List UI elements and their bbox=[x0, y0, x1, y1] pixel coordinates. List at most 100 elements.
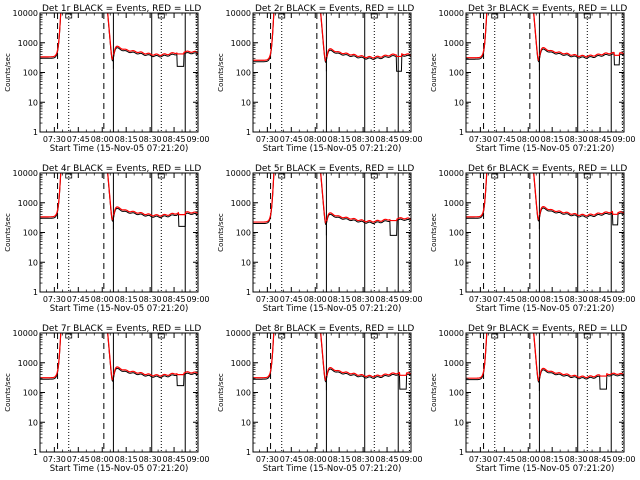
x-tick-label: 07:30 bbox=[469, 135, 492, 144]
x-tick-label: 08:30 bbox=[139, 295, 162, 304]
x-tick-label: 09:00 bbox=[186, 135, 209, 144]
x-tick-label: 07:45 bbox=[67, 135, 90, 144]
x-tick-label: 08:45 bbox=[376, 455, 399, 464]
series-events bbox=[40, 333, 198, 387]
panel-det-3: Det 3r BLACK = Events, RED = LLD 1 10 100 10… bbox=[430, 4, 636, 154]
panel-title: Det 2r BLACK = Events, RED = LLD bbox=[255, 4, 414, 14]
panel-det-9: Det 9r BLACK = Events, RED = LLD 1 10 100 10… bbox=[430, 324, 636, 474]
x-axis-label: Start Time (15-Nov-05 07:21:20) bbox=[263, 304, 402, 314]
series-lld bbox=[466, 13, 624, 62]
top-marker bbox=[583, 13, 591, 19]
x-tick-label: 08:15 bbox=[115, 135, 138, 144]
top-marker bbox=[65, 13, 73, 19]
y-axis-label: Counts/sec bbox=[4, 373, 12, 412]
y-tick-label: 10 bbox=[241, 418, 251, 427]
x-tick-label: 08:30 bbox=[139, 135, 162, 144]
y-tick-label: 100 bbox=[236, 229, 251, 238]
y-tick-label: 10000 bbox=[13, 9, 38, 18]
series-events bbox=[253, 173, 411, 236]
y-tick-label: 1000 bbox=[444, 199, 464, 208]
x-tick-label: 08:00 bbox=[517, 455, 540, 464]
panel-title: Det 7r BLACK = Events, RED = LLD bbox=[42, 324, 201, 334]
y-tick-label: 10 bbox=[241, 98, 251, 107]
series-lld bbox=[40, 13, 198, 61]
x-tick-label: 07:30 bbox=[256, 455, 279, 464]
series-lld bbox=[40, 333, 198, 381]
x-tick-label: 08:30 bbox=[565, 295, 588, 304]
top-marker bbox=[278, 13, 286, 19]
x-tick-label: 09:00 bbox=[186, 295, 209, 304]
panel-det-5: Det 5r BLACK = Events, RED = LLD 1 10 100 10… bbox=[217, 164, 423, 314]
y-axis-label: Counts/sec bbox=[217, 213, 225, 252]
x-tick-label: 08:00 bbox=[304, 295, 327, 304]
y-tick-label: 1000 bbox=[444, 359, 464, 368]
y-tick-label: 10000 bbox=[226, 169, 251, 178]
plot-frame bbox=[39, 172, 199, 293]
top-marker bbox=[65, 173, 73, 179]
y-tick-label: 10000 bbox=[439, 169, 464, 178]
y-tick-label: 1000 bbox=[231, 359, 251, 368]
x-tick-label: 08:45 bbox=[163, 455, 186, 464]
y-tick-label: 1000 bbox=[18, 359, 38, 368]
y-tick-label: 1000 bbox=[231, 39, 251, 48]
top-marker bbox=[491, 13, 499, 19]
series-events bbox=[466, 13, 624, 66]
y-tick-label: 10 bbox=[454, 258, 464, 267]
top-marker bbox=[157, 173, 165, 179]
panel-det-4: Det 4r BLACK = Events, RED = LLD 1 10 100 10… bbox=[4, 164, 210, 314]
plot-frame bbox=[465, 332, 625, 453]
x-tick-label: 08:30 bbox=[352, 295, 375, 304]
series-lld bbox=[253, 333, 411, 382]
series-lld bbox=[466, 173, 624, 221]
plot-frame bbox=[39, 332, 199, 453]
panel-det-8: Det 8r BLACK = Events, RED = LLD 1 10 100 10… bbox=[217, 324, 423, 474]
y-tick-label: 1 bbox=[459, 288, 464, 297]
series-lld bbox=[253, 13, 411, 62]
y-axis-label: Counts/sec bbox=[430, 53, 438, 92]
x-tick-label: 08:30 bbox=[139, 455, 162, 464]
y-axis-label: Counts/sec bbox=[217, 373, 225, 412]
x-tick-label: 08:00 bbox=[91, 135, 114, 144]
y-tick-label: 10000 bbox=[439, 9, 464, 18]
y-axis-label: Counts/sec bbox=[430, 213, 438, 252]
panel-title: Det 3r BLACK = Events, RED = LLD bbox=[468, 4, 627, 14]
x-tick-label: 09:00 bbox=[399, 295, 422, 304]
y-tick-label: 100 bbox=[23, 389, 38, 398]
y-tick-label: 10000 bbox=[13, 169, 38, 178]
y-tick-label: 1 bbox=[33, 448, 38, 457]
y-tick-label: 100 bbox=[449, 229, 464, 238]
x-tick-label: 09:00 bbox=[612, 135, 635, 144]
x-tick-label: 08:45 bbox=[376, 295, 399, 304]
y-tick-label: 100 bbox=[449, 389, 464, 398]
series-events bbox=[466, 173, 624, 226]
x-tick-label: 08:00 bbox=[304, 135, 327, 144]
y-tick-label: 1 bbox=[459, 448, 464, 457]
x-tick-label: 07:30 bbox=[43, 295, 66, 304]
y-tick-label: 100 bbox=[236, 69, 251, 78]
series-lld bbox=[40, 173, 198, 221]
top-marker bbox=[65, 333, 73, 339]
y-axis-label: Counts/sec bbox=[4, 53, 12, 92]
y-axis-label: Counts/sec bbox=[217, 53, 225, 92]
y-tick-label: 1 bbox=[246, 288, 251, 297]
x-tick-label: 07:30 bbox=[469, 455, 492, 464]
top-marker bbox=[278, 173, 286, 179]
x-tick-label: 08:15 bbox=[541, 455, 564, 464]
top-marker bbox=[157, 333, 165, 339]
top-marker bbox=[157, 13, 165, 19]
panel-det-1: Det 1r BLACK = Events, RED = LLD 1 10 100 10… bbox=[4, 4, 210, 154]
y-tick-label: 10 bbox=[454, 418, 464, 427]
x-tick-label: 08:00 bbox=[304, 455, 327, 464]
y-tick-label: 100 bbox=[23, 229, 38, 238]
x-tick-label: 08:00 bbox=[517, 135, 540, 144]
panel-det-2: Det 2r BLACK = Events, RED = LLD 1 10 100 10… bbox=[217, 4, 423, 154]
x-tick-label: 08:45 bbox=[163, 135, 186, 144]
x-tick-label: 09:00 bbox=[186, 455, 209, 464]
y-tick-label: 10 bbox=[454, 98, 464, 107]
x-tick-label: 08:15 bbox=[328, 455, 351, 464]
x-tick-label: 07:45 bbox=[280, 455, 303, 464]
y-tick-label: 1 bbox=[33, 128, 38, 137]
y-tick-label: 10000 bbox=[13, 329, 38, 338]
x-tick-label: 07:45 bbox=[493, 455, 516, 464]
